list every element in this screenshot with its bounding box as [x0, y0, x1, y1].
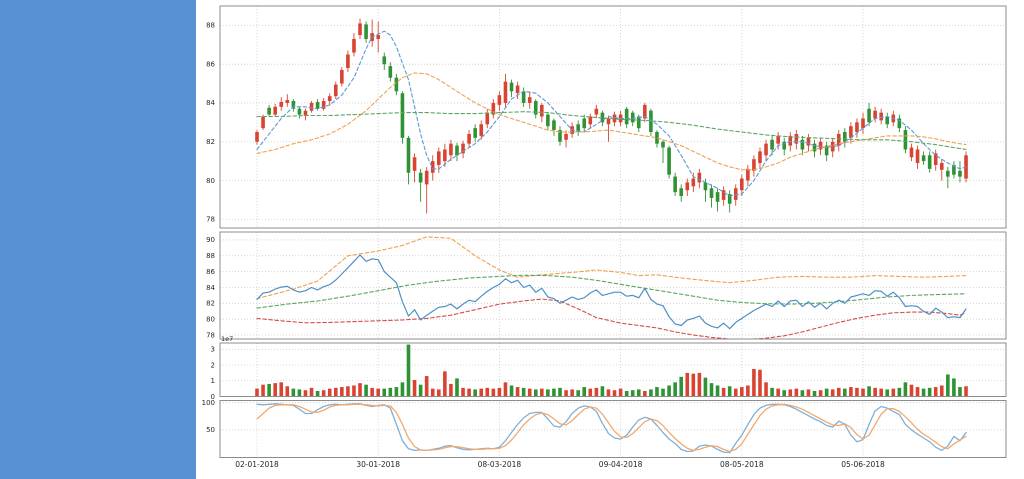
upper-band-line — [256, 236, 967, 300]
figure-background — [196, 0, 1024, 479]
y-axis-labels: 88 86 84 82 80 78 — [206, 22, 215, 224]
x-axis-labels: 02-01-2018 30-01-2018 08-03-2018 09-04-2018… — [235, 460, 885, 469]
middle-band-line — [256, 274, 967, 309]
gridlines — [220, 343, 1006, 397]
panel-plot-area — [220, 400, 1006, 458]
tick-label: 0 — [211, 393, 215, 401]
panel-stochastic: 100 50 — [202, 399, 1007, 458]
tick-label: 3 — [211, 346, 215, 354]
panel-border — [219, 231, 1007, 340]
tick-label: 78 — [206, 331, 215, 339]
panel-price: 88 86 84 82 80 78 — [206, 5, 1007, 229]
tick-label: 84 — [206, 99, 215, 107]
tick-label: 50 — [206, 426, 215, 434]
tick-label: 88 — [206, 22, 215, 30]
panel-border — [219, 5, 1007, 229]
percent-d-line — [256, 403, 967, 453]
panel-border — [219, 400, 1007, 458]
tick-label: 88 — [206, 252, 215, 260]
candle-bodies — [255, 23, 968, 204]
y-axis-labels: 3 2 1 0 1e7 — [211, 335, 234, 401]
tick-label: 82 — [206, 300, 215, 308]
tick-label: 80 — [206, 177, 215, 185]
tick-label: 90 — [206, 236, 215, 244]
tick-label: 1 — [211, 377, 215, 385]
panel-volume: 3 2 1 0 1e7 — [211, 335, 1007, 401]
ma-long-line — [256, 111, 967, 151]
panel-border — [219, 342, 1007, 397]
blue-side-panel — [0, 0, 196, 479]
tick-label: 86 — [206, 60, 215, 68]
tick-label: 78 — [206, 216, 215, 224]
panel-plot-area — [220, 232, 1006, 339]
tick-label: 30-01-2018 — [356, 460, 400, 469]
ma-short-line — [256, 30, 967, 197]
tick-label: 05-06-2018 — [841, 460, 885, 469]
lower-band-line — [256, 298, 967, 339]
panel-plot-area — [220, 6, 1006, 228]
tick-label: 80 — [206, 315, 215, 323]
close-price-line — [256, 254, 967, 330]
tick-label: 82 — [206, 138, 215, 146]
panel-plot-area — [220, 343, 1006, 397]
tick-label: 100 — [202, 399, 215, 407]
tick-label: 08-03-2018 — [478, 460, 522, 469]
tick-label: 2 — [211, 361, 215, 369]
tick-label: 1e7 — [221, 335, 233, 343]
tick-label: 84 — [206, 284, 215, 292]
volume-bars — [255, 344, 968, 397]
panel-bollinger: 90 88 86 84 82 80 78 — [206, 231, 1007, 340]
gridlines — [220, 232, 1006, 339]
tick-label: 86 — [206, 268, 215, 276]
tick-label: 09-04-2018 — [599, 460, 643, 469]
ma-mid-line — [256, 72, 967, 171]
y-axis-labels: 90 88 86 84 82 80 78 — [206, 236, 215, 339]
y-axis-labels: 100 50 — [202, 399, 215, 434]
tick-label: 02-01-2018 — [235, 460, 279, 469]
tick-label: 08-05-2018 — [720, 460, 764, 469]
